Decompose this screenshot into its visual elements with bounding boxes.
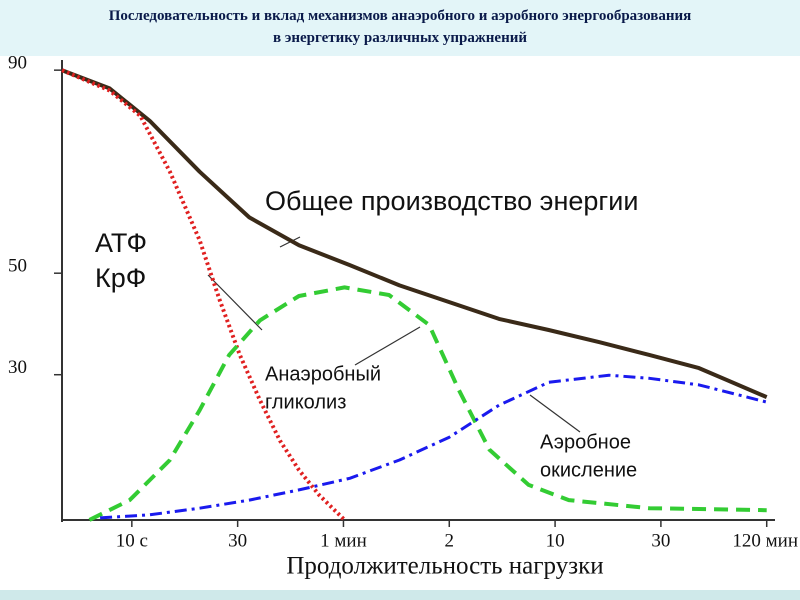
y-tick-label: 90	[8, 53, 27, 74]
series-label: Общее производство энергии	[265, 186, 638, 216]
series-label: Аэробное	[540, 431, 631, 453]
leader-line	[207, 274, 263, 331]
series-label: окисление	[540, 459, 637, 481]
series-label: гликолиз	[265, 391, 346, 413]
x-tick-label: 10 с	[116, 530, 148, 551]
x-axis-title: Продолжительность нагрузки	[286, 553, 603, 580]
x-tick-label: 30	[651, 530, 670, 551]
y-tick-label: 50	[8, 256, 27, 277]
chart-subtitle: в энергетику различных упражнений	[272, 30, 528, 46]
series-label: АТФ	[95, 228, 147, 258]
series-line	[100, 373, 768, 520]
series-line	[61, 68, 346, 522]
series-label: КрФ	[95, 263, 146, 293]
chart-title: Последовательность и вклад механизмов ан…	[108, 8, 692, 24]
series-label: Анаэробный	[265, 363, 381, 385]
x-tick-label: 30	[228, 530, 247, 551]
y-tick-label: 30	[8, 357, 27, 378]
x-tick-label: 2	[445, 530, 455, 551]
x-tick-label: 120 мин	[732, 530, 798, 551]
x-tick-label: 1 мин	[320, 530, 367, 551]
x-tick-label: 10	[546, 530, 565, 551]
footer-strip	[0, 590, 800, 600]
series-line	[88, 285, 767, 522]
header: Последовательность и вклад механизмов ан…	[0, 0, 800, 56]
leader-line	[529, 394, 581, 433]
leader-line	[354, 326, 421, 366]
series-line	[61, 68, 768, 399]
